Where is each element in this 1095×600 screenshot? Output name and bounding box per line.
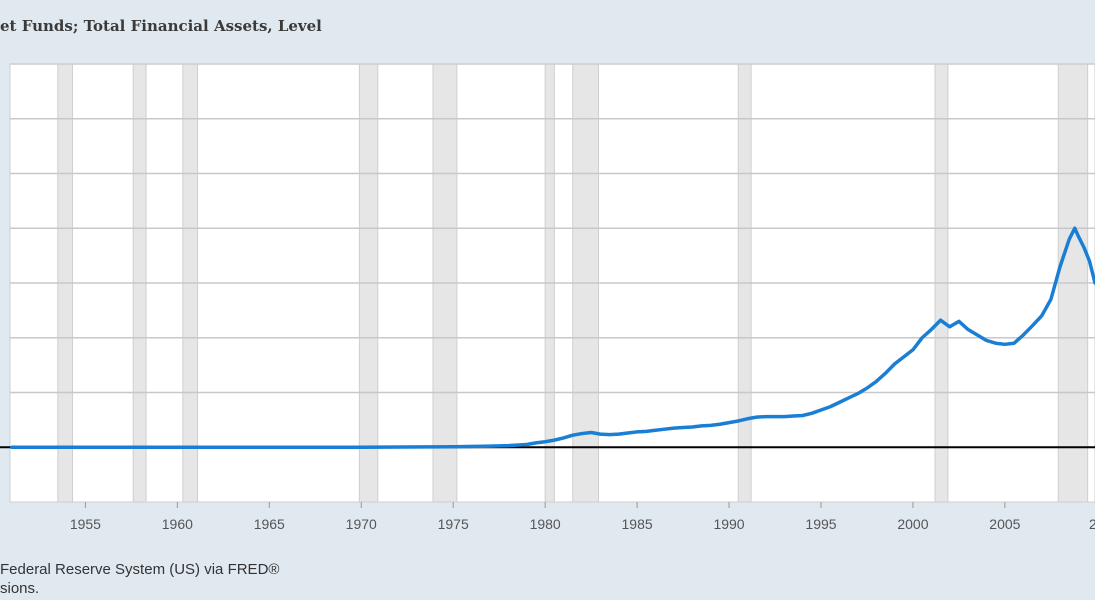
x-tick-label: 1955 xyxy=(70,516,101,532)
x-tick-label: 1960 xyxy=(162,516,193,532)
x-tick-label: 2005 xyxy=(989,516,1020,532)
x-tick-label: 1975 xyxy=(438,516,469,532)
x-tick-label: 1980 xyxy=(530,516,561,532)
chart-title: et Funds; Total Financial Assets, Level xyxy=(0,17,322,35)
x-tick-label: 2000 xyxy=(897,516,928,532)
x-tick-label: 1985 xyxy=(622,516,653,532)
plot-border xyxy=(9,63,1095,503)
x-tick-label: 1990 xyxy=(713,516,744,532)
x-tick-label: 1970 xyxy=(346,516,377,532)
source-note: Federal Reserve System (US) via FRED® si… xyxy=(0,560,279,598)
x-tick-label: 1995 xyxy=(805,516,836,532)
x-axis-ticks: 1955 1960 1965 1970 1975 1980 1985 1990 1995 2000… xyxy=(70,502,1095,532)
source-line-2: sions. xyxy=(0,580,40,597)
x-tick-label: 1965 xyxy=(254,516,285,532)
x-tick-label: 20 xyxy=(1089,516,1095,532)
source-line-1: Federal Reserve System (US) via FRED® xyxy=(0,561,280,578)
series-line xyxy=(10,226,1095,449)
